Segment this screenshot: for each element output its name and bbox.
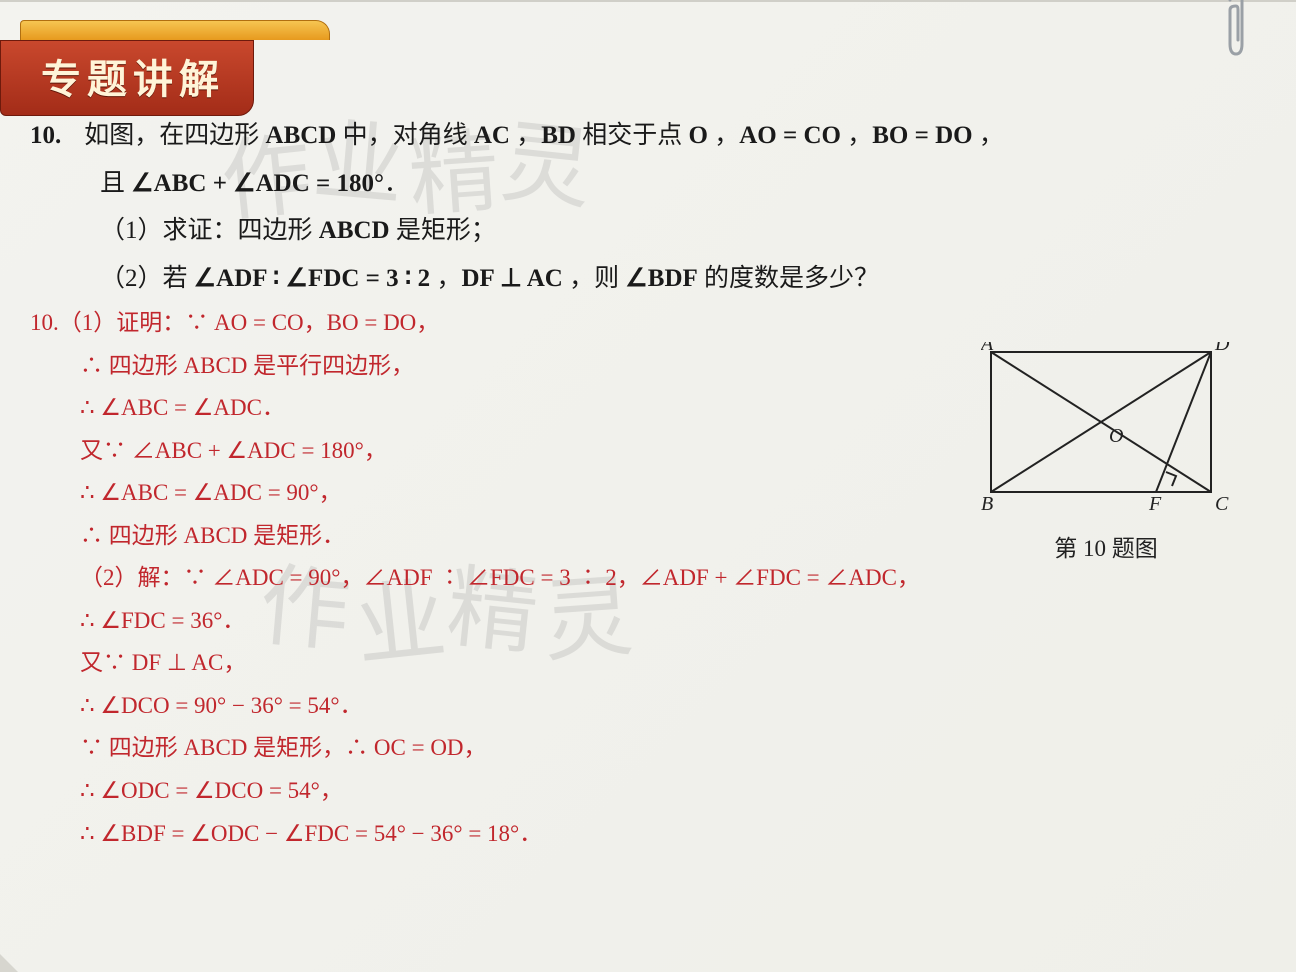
section-banner: 专题讲解 <box>0 20 330 116</box>
figure-svg: A D B C O F <box>981 342 1231 512</box>
problem-number: 10. <box>30 112 78 160</box>
figure-10: A D B C O F 第 10 题图 <box>971 342 1241 563</box>
problem-line-1: 10. 如图，在四边形 ABCD 中，对角线 AC ，BD 相交于点 O ，AO… <box>30 112 1266 160</box>
answer-l6: （2）解：∵ ∠ADC = 90°，∠ADF ∶ ∠FDC = 3 ∶ 2，∠A… <box>30 557 1266 600</box>
paperclip-icon <box>1216 0 1256 64</box>
answer-l8: 又∵ DF ⊥ AC， <box>30 642 1266 685</box>
label-A: A <box>981 342 994 355</box>
page-fold-corner <box>0 954 18 972</box>
label-O: O <box>1109 425 1123 447</box>
answer-l11: ∴ ∠ODC = ∠DCO = 54°， <box>30 770 1266 813</box>
label-C: C <box>1215 493 1229 512</box>
label-D: D <box>1214 342 1230 355</box>
page: 专题讲解 作业精灵 作业精灵 10. 如图，在四边形 ABCD 中，对角线 AC… <box>0 0 1296 972</box>
figure-caption: 第 10 题图 <box>971 529 1241 563</box>
problem-q1: （1）求证：四边形 ABCD 是矩形； <box>30 207 1266 255</box>
banner-title: 专题讲解 <box>0 40 254 116</box>
problem-q2: （2）若 ∠ADF ∶ ∠FDC = 3 ∶ 2 ，DF ⊥ AC ，则 ∠BD… <box>30 255 1266 303</box>
answer-l0: 10.（1）证明：∵ AO = CO，BO = DO， <box>30 302 1266 345</box>
label-B: B <box>981 493 993 512</box>
answer-l10: ∵ 四边形 ABCD 是矩形，∴ OC = OD， <box>30 727 1266 770</box>
answer-l7: ∴ ∠FDC = 36°． <box>30 600 1266 643</box>
label-F: F <box>1148 493 1162 512</box>
answer-l12: ∴ ∠BDF = ∠ODC − ∠FDC = 54° − 36° = 18°． <box>30 813 1266 856</box>
answer-l9: ∴ ∠DCO = 90° − 36° = 54°． <box>30 685 1266 728</box>
problem-line-2: 且 ∠ABC + ∠ADC = 180°． <box>30 160 1266 208</box>
banner-top-strip <box>20 20 330 40</box>
